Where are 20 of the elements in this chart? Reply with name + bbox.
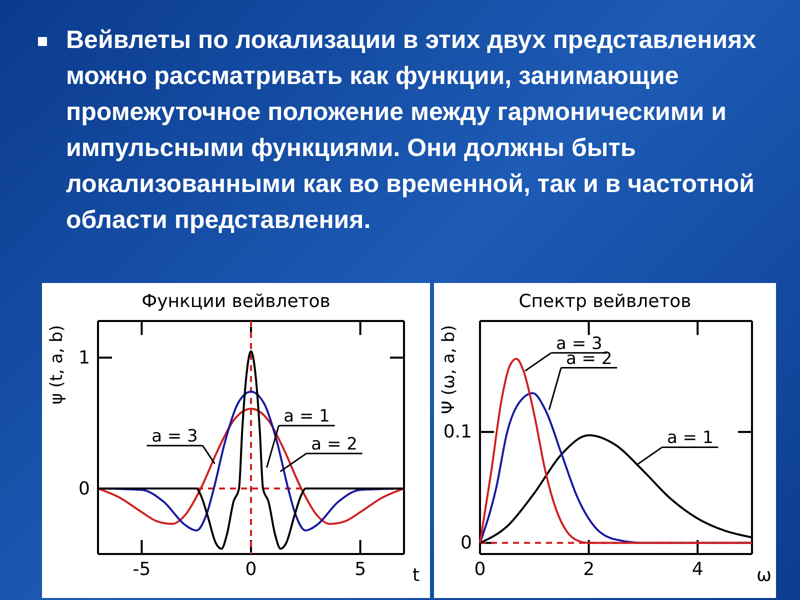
x-tick-label: 0 — [474, 558, 486, 580]
x-axis-title: ω — [756, 565, 772, 586]
annotation: a = 2 — [311, 434, 358, 455]
chart-title: Функции вейвлетов — [142, 291, 330, 312]
y-tick-label: 1 — [78, 347, 90, 368]
x-tick-label: 4 — [692, 558, 704, 580]
annotation: a = 3 — [152, 426, 198, 447]
y-axis-title: ψ (t, a, b) — [47, 325, 67, 404]
x-tick-label: 5 — [354, 558, 366, 580]
annotation: a = 3 — [556, 334, 602, 354]
chart-title: Спектр вейвлетов — [518, 291, 692, 312]
y-tick-label: 0.1 — [443, 422, 472, 443]
annotation: a = 1 — [284, 406, 330, 427]
x-axis-title: t — [412, 565, 420, 586]
x-tick-label: 2 — [583, 558, 595, 580]
y-axis-title: Ψ (ω, a, b) — [439, 325, 459, 414]
x-tick-label: 0 — [245, 558, 257, 580]
text: Вейвлеты по локализации в этих двух представлениях можно рассматривать как функции, занимающие промежуточное положение между гармоническими и импульсными функциями. Они должны быть локализованными как во временной, так и в частотной области представления. — [66, 25, 758, 236]
annotation: a = 1 — [666, 428, 714, 448]
x-tick-label: -5 — [132, 558, 151, 580]
